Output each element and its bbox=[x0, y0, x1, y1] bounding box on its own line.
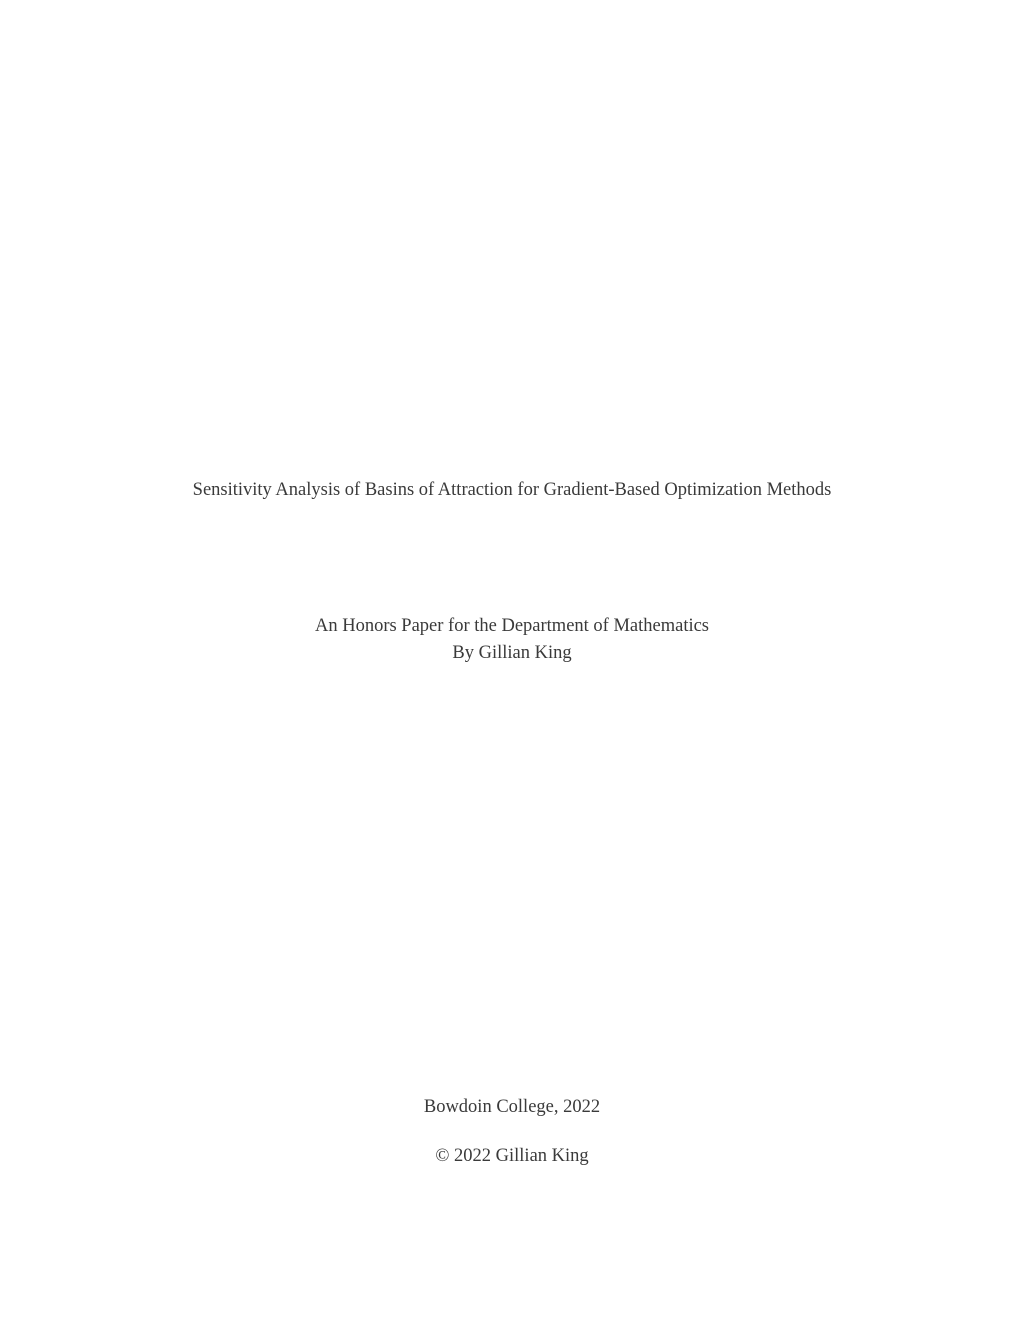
subtitle-department: An Honors Paper for the Department of Ma… bbox=[0, 616, 1024, 637]
copyright-notice: © 2022 Gillian King bbox=[0, 1146, 1024, 1167]
author-byline: By Gillian King bbox=[0, 643, 1024, 664]
college-year: Bowdoin College, 2022 bbox=[0, 1097, 1024, 1118]
title-page: Sensitivity Analysis of Basins of Attrac… bbox=[0, 0, 1024, 1324]
subtitle-block: An Honors Paper for the Department of Ma… bbox=[0, 616, 1024, 664]
paper-title: Sensitivity Analysis of Basins of Attrac… bbox=[0, 480, 1024, 501]
